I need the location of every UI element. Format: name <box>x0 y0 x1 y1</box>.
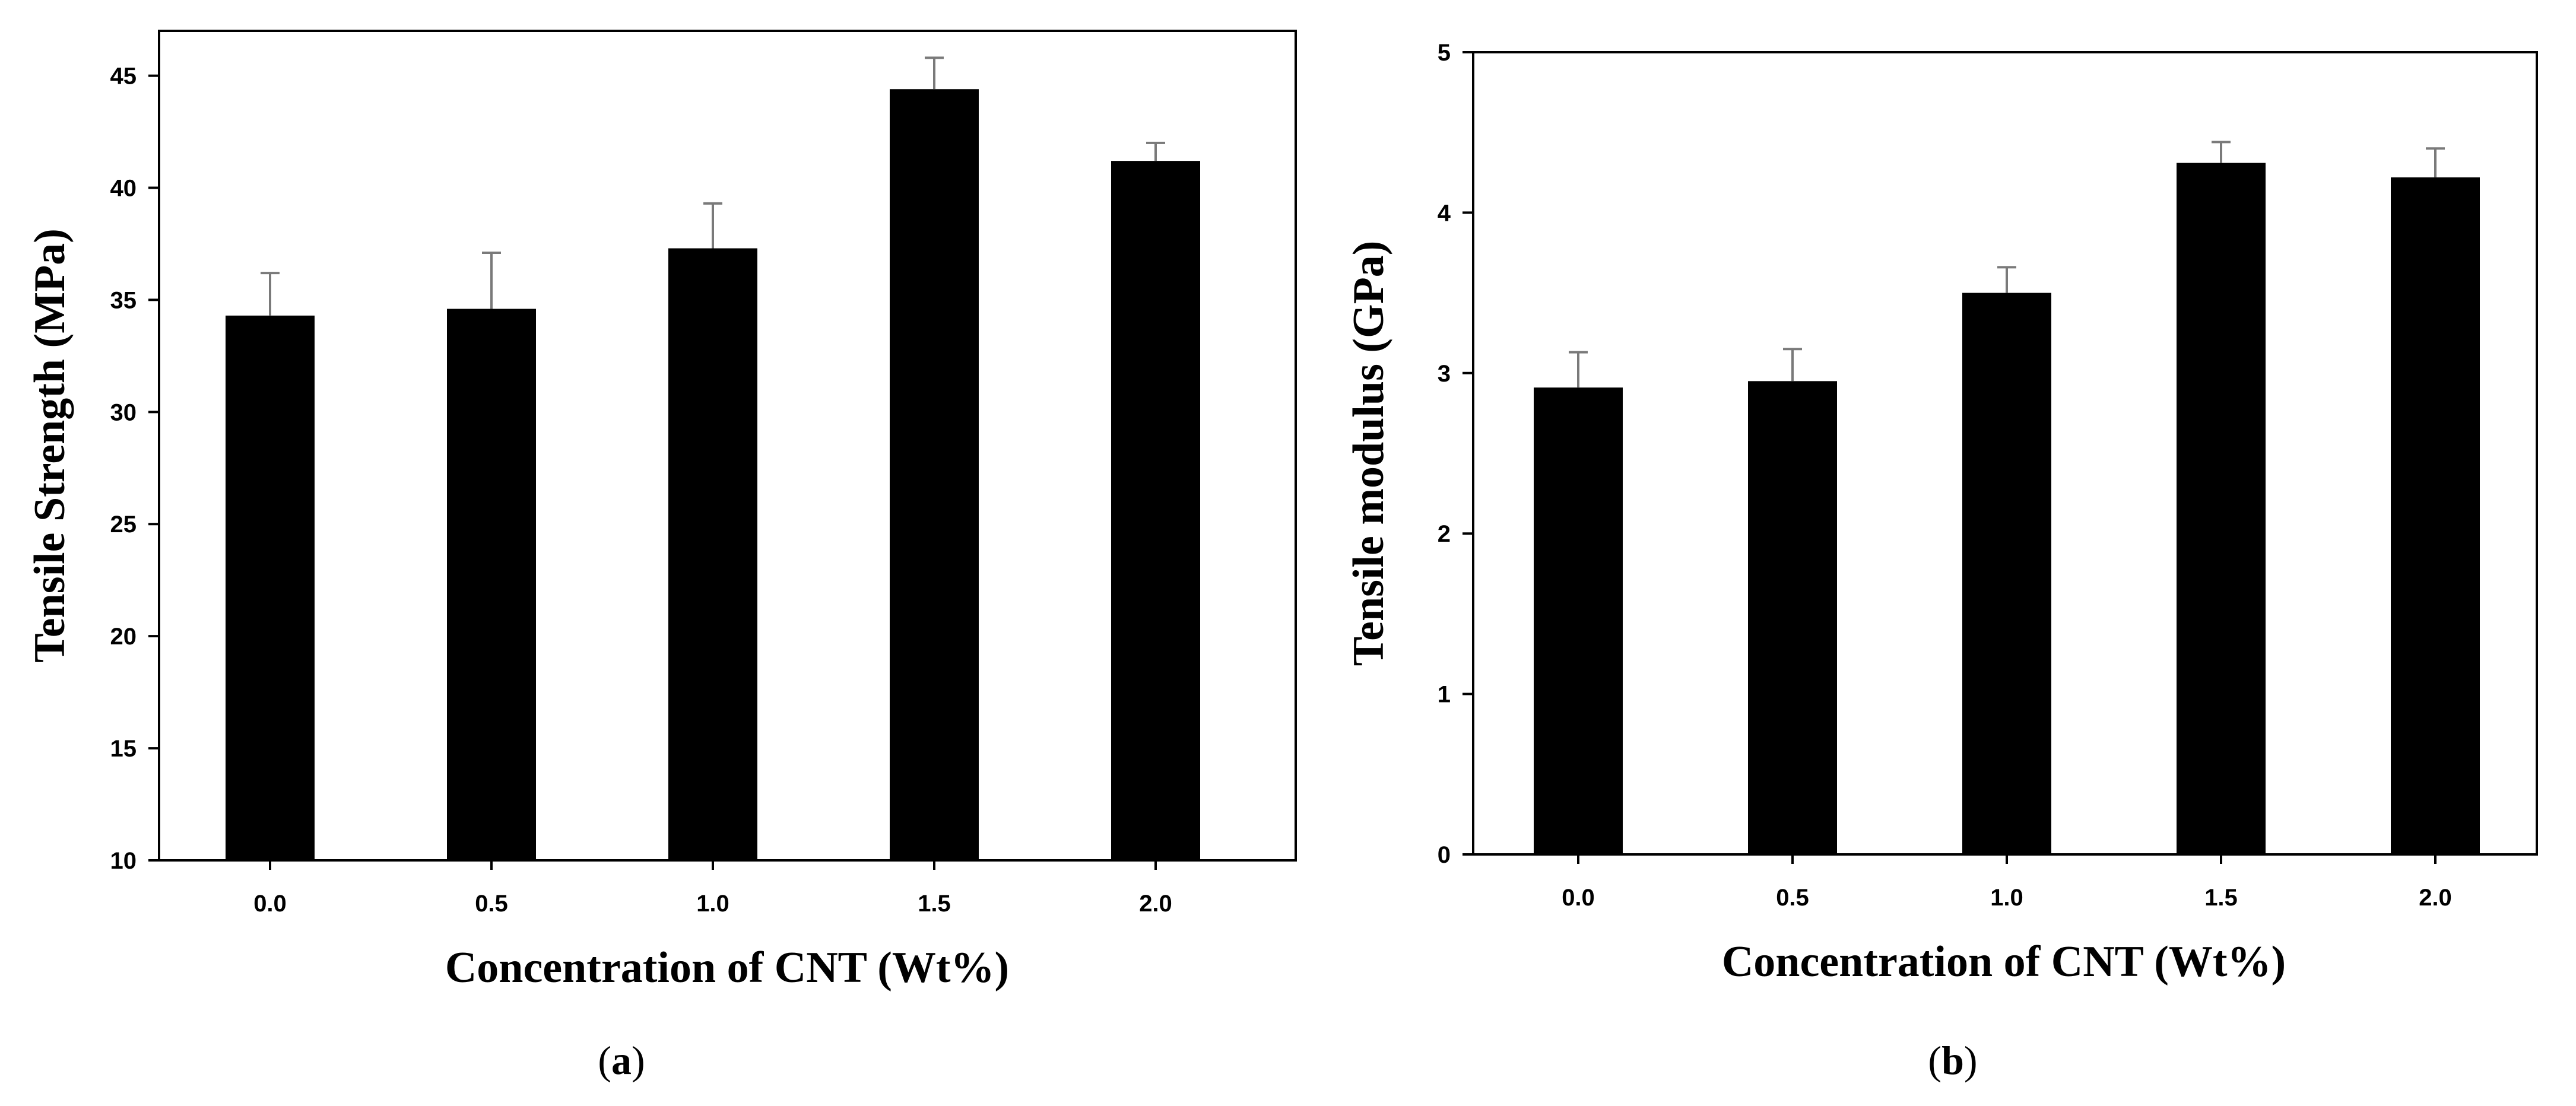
panel-b-x-tick-label: 1.0 <box>1990 885 2023 911</box>
panel-a-y-tick-label: 10 <box>110 848 137 874</box>
panel-a-y-tick-label: 25 <box>110 511 137 538</box>
panel-a-y-axis-title: Tensile Strength (MPa) <box>26 228 74 663</box>
panel-b-y-axis-title: Tensile modulus (GPa) <box>1344 241 1393 666</box>
panel-b-error-bar-1.0 <box>1997 266 2016 293</box>
panel-a-y-tick-label: 40 <box>110 175 137 201</box>
panel-b-bar-0.0 <box>1534 387 1623 854</box>
panel-b-y-tick-label: 2 <box>1438 521 1451 547</box>
panel-a-chart: 0.0 0.5 1.0 1.5 2.0 10 15 20 25 30 35 40 45 Concentr… <box>26 30 1297 1083</box>
panel-b-bar-2.0 <box>2391 177 2480 854</box>
panel-b-error-bar-0.0 <box>1569 351 1588 388</box>
panel-a-error-bar-2.0 <box>1146 141 1165 161</box>
panel-a-bar-2.0 <box>1111 161 1200 860</box>
panel-b-caption: (b) <box>1928 1038 1977 1083</box>
panel-a-y-tick-label: 30 <box>110 399 137 425</box>
panel-b-x-tick-label: 0.0 <box>1562 885 1595 911</box>
panel-a-bars <box>226 56 1200 861</box>
panel-b-bar-1.0 <box>1962 293 2051 855</box>
panel-b-y-tick-label: 5 <box>1438 40 1451 66</box>
panel-a-bar-1.5 <box>890 89 979 861</box>
panel-a-x-axis-title: Concentration of CNT (Wt%) <box>445 943 1009 992</box>
panel-a-ticks: 0.0 0.5 1.0 1.5 2.0 10 15 20 25 30 35 40 45 <box>110 63 1172 917</box>
panel-b-error-bar-1.5 <box>2212 141 2231 163</box>
panel-a-bar-0.0 <box>226 315 315 860</box>
panel-a-y-tick-label: 20 <box>110 624 137 650</box>
panel-a-bar-1.0 <box>668 248 757 861</box>
panel-a-error-bar-0.5 <box>482 252 501 309</box>
panel-a-x-tick-label: 2.0 <box>1139 891 1172 917</box>
panel-b-bar-0.5 <box>1748 381 1837 854</box>
panel-a-y-tick-label: 35 <box>110 287 137 313</box>
panel-b-x-tick-label: 1.5 <box>2204 885 2238 911</box>
panel-a-x-tick-label: 0.0 <box>253 891 287 917</box>
panel-a-bar-0.5 <box>447 309 536 860</box>
panel-a-y-tick-label: 45 <box>110 63 137 90</box>
panel-a-x-tick-label: 1.5 <box>918 891 951 917</box>
panel-b-ticks: 0.0 0.5 1.0 1.5 2.0 0 1 2 3 4 5 <box>1438 40 2452 911</box>
panel-a-x-tick-label: 0.5 <box>475 891 508 917</box>
panel-a-error-bar-0.0 <box>261 272 280 316</box>
panel-b-x-axis-title: Concentration of CNT (Wt%) <box>1722 937 2286 986</box>
panel-a-error-bar-1.0 <box>703 202 722 249</box>
panel-b-y-tick-label: 0 <box>1438 842 1451 868</box>
panel-b-y-tick-label: 4 <box>1438 200 1451 226</box>
panel-b-bars <box>1534 141 2480 855</box>
panel-a-x-tick-label: 1.0 <box>696 891 729 917</box>
panel-b-y-tick-label: 1 <box>1438 682 1451 708</box>
panel-b-bar-1.5 <box>2177 163 2266 855</box>
panel-b-y-tick-label: 3 <box>1438 361 1451 387</box>
panel-a-y-tick-label: 15 <box>110 736 137 762</box>
panel-b-error-bar-2.0 <box>2426 147 2445 177</box>
panel-b-chart: 0.0 0.5 1.0 1.5 2.0 0 1 2 3 4 5 Concentration of C… <box>1344 40 2538 1083</box>
panel-a-error-bar-1.5 <box>925 56 944 90</box>
panel-b-x-tick-label: 0.5 <box>1776 885 1809 911</box>
panel-b-error-bar-0.5 <box>1783 348 1802 382</box>
panel-b-x-tick-label: 2.0 <box>2419 885 2452 911</box>
panel-a-caption: (a) <box>598 1038 645 1083</box>
